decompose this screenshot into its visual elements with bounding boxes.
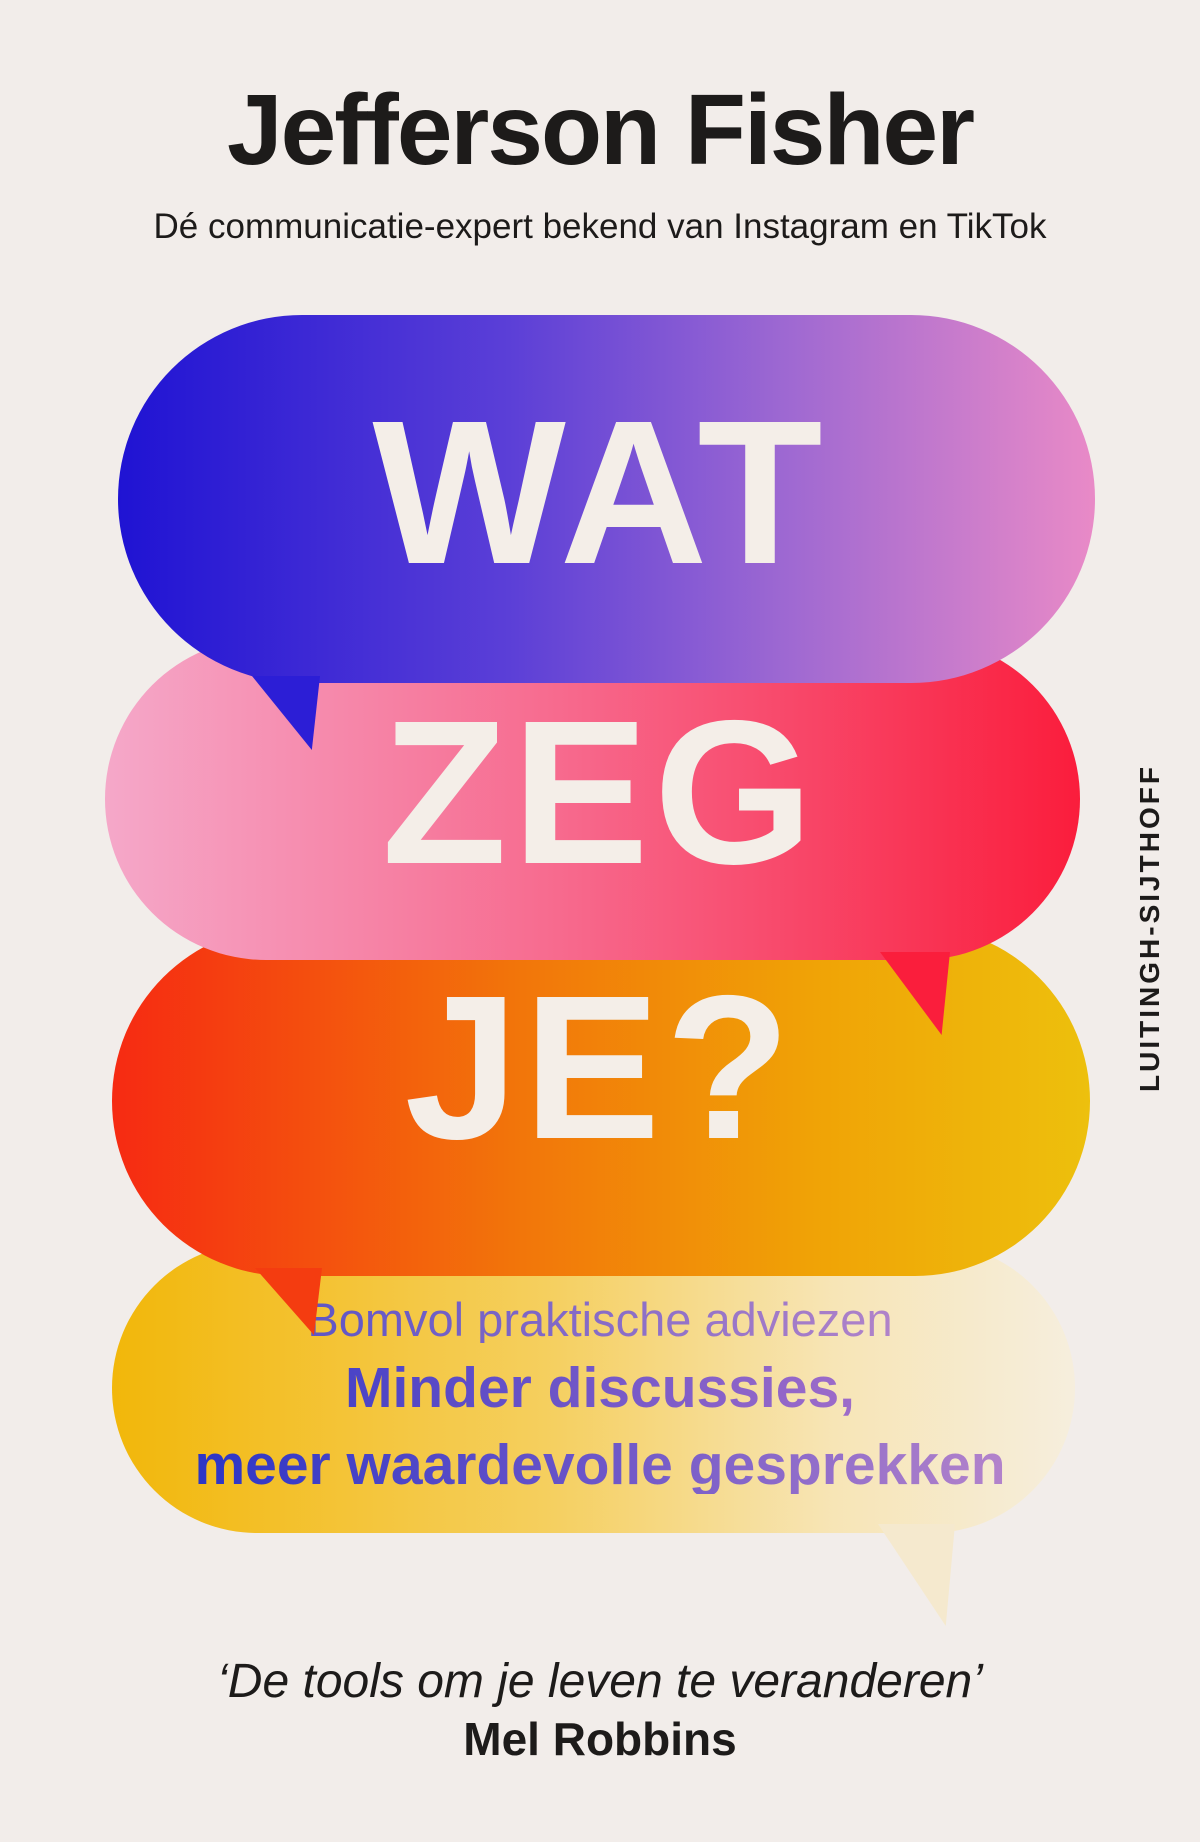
- blurb-line-2: Minder discussies,: [344, 1356, 856, 1420]
- blurb-line-1: Bomvol praktische adviezen: [307, 1293, 893, 1346]
- endorsement-quote: ‘De tools om je leven te veranderen’: [217, 1655, 983, 1708]
- bubble-tail-blue: [252, 676, 320, 750]
- title-word-wat: WAT: [372, 378, 828, 607]
- title-word-je: JE?: [404, 953, 796, 1182]
- endorsement-author: Mel Robbins: [463, 1713, 737, 1765]
- blurb-line-3: meer waardevolle gesprekken: [194, 1433, 1006, 1497]
- speech-bubble-yellow: [112, 1243, 1075, 1533]
- title-word-zeg: ZEG: [381, 678, 819, 907]
- author-tagline: Dé communicatie-expert bekend van Instag…: [153, 207, 1047, 246]
- speech-bubble-blue: [118, 315, 1095, 683]
- author-name: Jefferson Fisher: [226, 74, 975, 186]
